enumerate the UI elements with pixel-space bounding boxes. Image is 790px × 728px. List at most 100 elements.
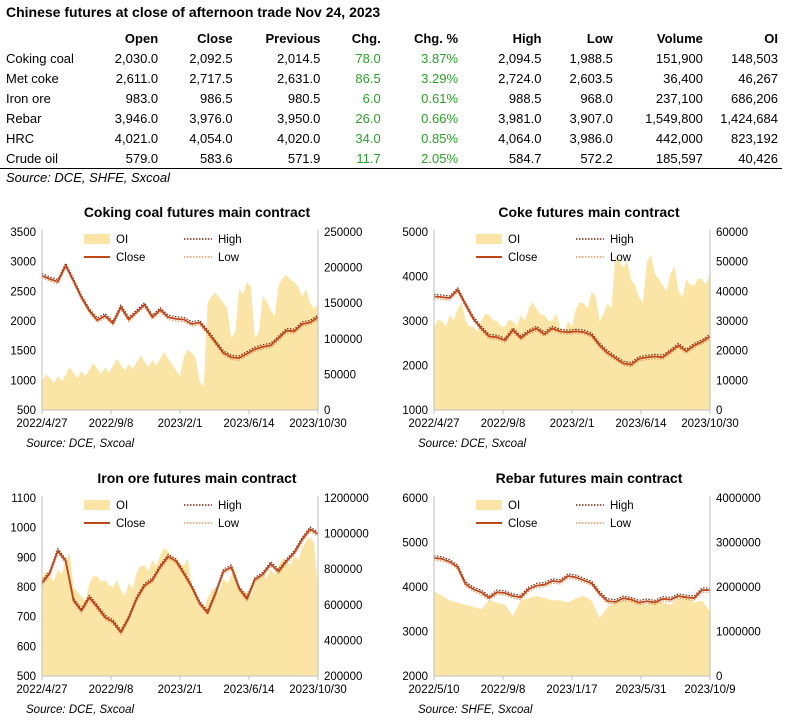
y-tick-label-right: 250000: [324, 227, 362, 239]
x-tick-label: 2023/10/9: [684, 684, 735, 696]
y-tick-label-left: 1100: [11, 493, 36, 505]
x-tick-label: 2023/10/30: [289, 684, 347, 696]
column-header: Chg.: [351, 30, 381, 46]
table-cell: 3.87%: [421, 50, 459, 66]
legend-swatch-oi: [476, 500, 502, 510]
chart-title: Rebar futures main contract: [496, 470, 683, 486]
y-tick-label-left: 4000: [402, 272, 428, 284]
table-cell: 4,021.0: [114, 130, 159, 146]
x-tick-label: 2023/5/31: [615, 684, 666, 696]
row-label: Rebar: [6, 110, 42, 126]
table-cell: 986.5: [200, 90, 233, 106]
table-header-row: Open Close Previous Chg. Chg. % High Low Volume…: [0, 28, 782, 48]
table-cell: 86.5: [355, 70, 381, 86]
close-series-line: [41, 528, 319, 634]
table-cell: 988.5: [508, 90, 542, 106]
row-label: Coking coal: [6, 50, 74, 66]
table-cell: 2,603.5: [569, 70, 613, 86]
y-tick-label-right: 10000: [716, 375, 748, 387]
y-tick-label-right: 0: [716, 405, 722, 417]
table-cell: 3,950.0: [277, 110, 321, 126]
table-cell: 2,724.0: [498, 70, 542, 86]
low-series-line: [41, 267, 319, 361]
legend-label-oi: OI: [116, 234, 128, 246]
y-tick-label-right: 50000: [716, 257, 748, 269]
table-cell: 148,503: [731, 50, 778, 66]
y-tick-label-right: 2000000: [716, 582, 761, 594]
x-tick-label: 2022/4/27: [16, 418, 67, 430]
y-tick-label-left: 600: [17, 641, 36, 653]
table-cell: 26.0: [355, 110, 381, 126]
x-tick-label: 2022/9/8: [481, 418, 526, 430]
column-header: Previous: [265, 30, 321, 46]
table-cell: 0.66%: [421, 110, 459, 126]
legend-label-close: Close: [508, 518, 537, 530]
table-cell: 572.2: [545, 148, 617, 169]
table-cell: 2,030.0: [114, 50, 159, 66]
table-cell: 237,100: [655, 90, 703, 106]
y-tick-label-left: 500: [17, 671, 36, 683]
chart-svg: Iron ore futures main contract 500 600 700 8…: [10, 470, 368, 716]
column-header: Open: [124, 30, 159, 46]
table-cell: 571.9: [236, 148, 325, 169]
low-series-line: [433, 291, 711, 368]
table-cell: 0.61%: [421, 90, 459, 106]
x-tick-label: 2023/6/14: [223, 418, 275, 430]
y-tick-label-left: 3000: [402, 627, 428, 639]
table-cell: 1,549,800: [645, 110, 703, 126]
table-cell: 46,267: [738, 70, 778, 86]
table-row: Rebar 3,946.0 3,976.0 3,950.0 26.0 0.66% 3,981…: [0, 108, 782, 128]
legend-label-low: Low: [218, 252, 240, 264]
table-cell: 980.5: [287, 90, 321, 106]
legend-label-oi: OI: [508, 500, 520, 512]
table-cell: 2,717.5: [189, 70, 233, 86]
high-series-line: [433, 555, 711, 601]
table-cell: 40,426: [706, 148, 782, 169]
table-cell: 584.7: [462, 148, 546, 169]
chart-source: Source: DCE, Sxcoal: [418, 438, 526, 450]
row-label: Iron ore: [6, 90, 51, 106]
y-tick-label-left: 1000: [10, 375, 36, 387]
column-header: Close: [197, 30, 233, 46]
row-label: Crude oil: [0, 148, 94, 169]
low-series-line: [433, 559, 711, 606]
y-tick-label-left: 700: [17, 612, 36, 624]
y-tick-label-left: 1000: [402, 405, 428, 417]
close-series-line: [433, 557, 711, 604]
x-tick-label: 2023/10/30: [681, 418, 739, 430]
x-tick-label: 2023/2/1: [550, 418, 595, 430]
table-row: HRC 4,021.0 4,054.0 4,020.0 34.0 0.85% 4,064.0…: [0, 128, 782, 148]
y-tick-label-right: 200000: [324, 671, 362, 683]
low-series-line: [41, 530, 319, 636]
table-cell: 3,907.0: [569, 110, 613, 126]
table-cell: 151,900: [655, 50, 703, 66]
close-series-line: [433, 289, 711, 366]
y-tick-label-left: 900: [17, 552, 36, 564]
table-cell: 1,424,684: [720, 110, 778, 126]
chart-source: Source: DCE, Sxcoal: [26, 438, 134, 450]
table-cell: 11.7: [324, 148, 385, 169]
x-tick-label: 2022/9/8: [89, 418, 134, 430]
table-cell: 3.29%: [421, 70, 459, 86]
coking-coal-chart: Coking coal futures main contract 500 1000…: [0, 196, 392, 458]
x-tick-label: 2022/4/27: [408, 418, 459, 430]
x-tick-label: 2022/9/8: [89, 684, 134, 696]
rebar-chart: Rebar futures main contract 2000 3000 4000 5…: [392, 462, 784, 724]
y-tick-label-left: 500: [17, 405, 36, 417]
legend-label-close: Close: [116, 518, 145, 530]
table-cell: 0.85%: [421, 130, 459, 146]
y-tick-label-right: 30000: [716, 316, 748, 328]
y-tick-label-left: 4000: [402, 582, 428, 594]
table-cell: 6.0: [362, 90, 381, 106]
table-cell: 4,054.0: [189, 130, 233, 146]
table-cell: 2,094.5: [498, 50, 542, 66]
y-tick-label-left: 3000: [10, 257, 36, 269]
legend-label-low: Low: [610, 518, 632, 530]
y-tick-label-right: 150000: [324, 298, 362, 310]
table-cell: 3,981.0: [498, 110, 542, 126]
chart-title: Iron ore futures main contract: [97, 470, 296, 486]
table-cell: 4,064.0: [498, 130, 542, 146]
legend-label-high: High: [610, 234, 634, 246]
y-tick-label-left: 800: [17, 582, 36, 594]
legend-swatch-oi: [84, 234, 110, 244]
